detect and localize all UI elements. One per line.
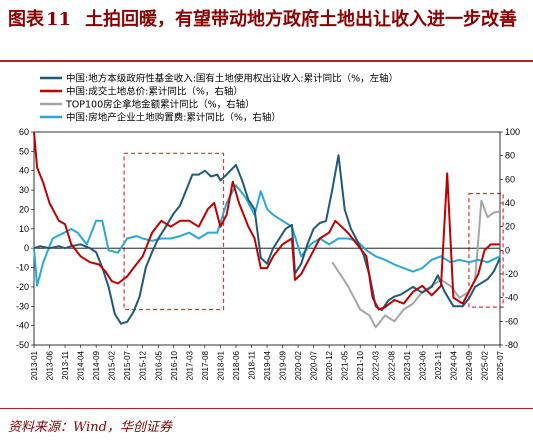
x-tick-label: 2016-10 (170, 350, 179, 380)
y-right-tick-label: 40 (505, 198, 515, 208)
y-left-tick-label: -10 (16, 263, 29, 273)
x-tick-label: 2013-06 (46, 350, 55, 380)
y-left-tick-label: 0 (24, 243, 29, 253)
x-tick-label: 2014-04 (77, 350, 86, 380)
x-tick-label: 2018-01 (216, 350, 225, 380)
series-line-3 (331, 199, 501, 329)
legend-label: 中国:成交土地总价:累计同比（%，右轴） (66, 86, 243, 98)
series-line-2 (33, 131, 500, 311)
x-tick-label: 2024-04 (449, 350, 458, 380)
title-divider (0, 60, 533, 62)
y-left-tick-label: 30 (19, 185, 29, 195)
y-right-tick-label: 60 (505, 174, 515, 184)
legend-label: 中国:地方本级政府性基金收入:国有土地使用权出让收入:累计同比（%，左轴） (66, 73, 398, 85)
x-tick-label: 2017-08 (201, 350, 210, 380)
series-line-4 (33, 184, 501, 287)
y-left-tick-label: 50 (19, 146, 29, 156)
x-tick-label: 2021-05 (341, 350, 350, 380)
figure-title: 图表 11 土拍回暖，有望带动地方政府土地出让收入进一步改善 (8, 6, 528, 33)
highlight-box (123, 152, 225, 311)
y-left-tick-label: 40 (19, 166, 29, 176)
x-tick-label: 2022-03 (372, 350, 381, 380)
x-tick-label: 2023-11 (434, 350, 443, 379)
highlight-box (468, 192, 504, 308)
figure-label: 图表 (8, 9, 44, 30)
y-left-tick-label: -20 (16, 282, 29, 292)
x-tick-label: 2014-09 (92, 350, 101, 380)
y-right-tick-label: 100 (505, 127, 520, 137)
y-right-tick-label: 80 (505, 151, 515, 161)
source-note: 资料来源：Wind，华创证券 (8, 420, 172, 435)
x-tick-label: 2017-03 (185, 350, 194, 380)
x-tick-label: 2023-06 (418, 350, 427, 380)
series-line-1 (33, 154, 501, 325)
x-tick-label: 2015-02 (108, 350, 117, 380)
x-tick-label: 2025-02 (480, 350, 489, 380)
x-tick-label: 2025-07 (496, 350, 505, 380)
y-right-tick-label: 0 (505, 245, 510, 255)
x-tick-label: 2021-10 (356, 350, 365, 380)
y-right-tick-label: -40 (505, 293, 518, 303)
x-tick-label: 2020-12 (325, 350, 334, 380)
x-tick-label: 2018-06 (232, 350, 241, 380)
y-right-tick-label: -80 (505, 340, 518, 350)
x-tick-label: 2023-01 (403, 350, 412, 380)
x-tick-label: 2022-08 (387, 350, 396, 380)
y-left-tick-label: 10 (19, 224, 29, 234)
source-divider (0, 408, 533, 409)
chart-series (33, 131, 501, 329)
legend-label: TOP100房企拿地金额累计同比（%，右轴） (65, 99, 255, 111)
figure-title-text: 土拍回暖，有望带动地方政府土地出让收入进一步改善 (85, 9, 518, 30)
x-tick-label: 2013-01 (30, 350, 39, 380)
plot-frame (33, 131, 501, 346)
x-tick-label: 2019-09 (279, 350, 288, 380)
x-tick-label: 2024-09 (465, 350, 474, 380)
y-left-tick-label: -30 (16, 301, 29, 311)
highlight-boxes (123, 152, 504, 311)
y-left-tick-label: -40 (16, 321, 29, 331)
y-left-tick-label: 60 (19, 127, 29, 137)
x-tick-label: 2019-04 (263, 350, 272, 380)
x-tick-label: 2020-07 (310, 350, 319, 380)
y-left-tick-label: 20 (19, 204, 29, 214)
y-right-tick-label: 20 (505, 222, 515, 232)
line-chart: 中国:地方本级政府性基金收入:国有土地使用权出让收入:累计同比（%，左轴）中国:… (16, 73, 520, 381)
x-tick-label: 2016-05 (154, 350, 163, 380)
y-right-tick-label: -20 (505, 269, 518, 279)
x-tick-label: 2015-07 (123, 350, 132, 380)
x-tick-label: 2013-11 (61, 350, 70, 379)
figure-number: 11 (46, 9, 72, 30)
y-right-tick-label: -60 (505, 316, 518, 326)
x-tick-label: 2020-02 (294, 350, 303, 380)
x-tick-label: 2018-11 (247, 350, 256, 379)
chart-legend: 中国:地方本级政府性基金收入:国有土地使用权出让收入:累计同比（%，左轴）中国:… (40, 73, 398, 124)
x-tick-label: 2015-12 (139, 350, 148, 380)
legend-label: 中国:房地产企业土地购置费:累计同比（%，右轴） (66, 112, 281, 124)
chart-axes: -50 -40 -30 -20 -10 0 10 20 30 40 50 60 -80 -60 -40 -20… (16, 127, 520, 380)
y-left-tick-label: -50 (16, 340, 29, 350)
